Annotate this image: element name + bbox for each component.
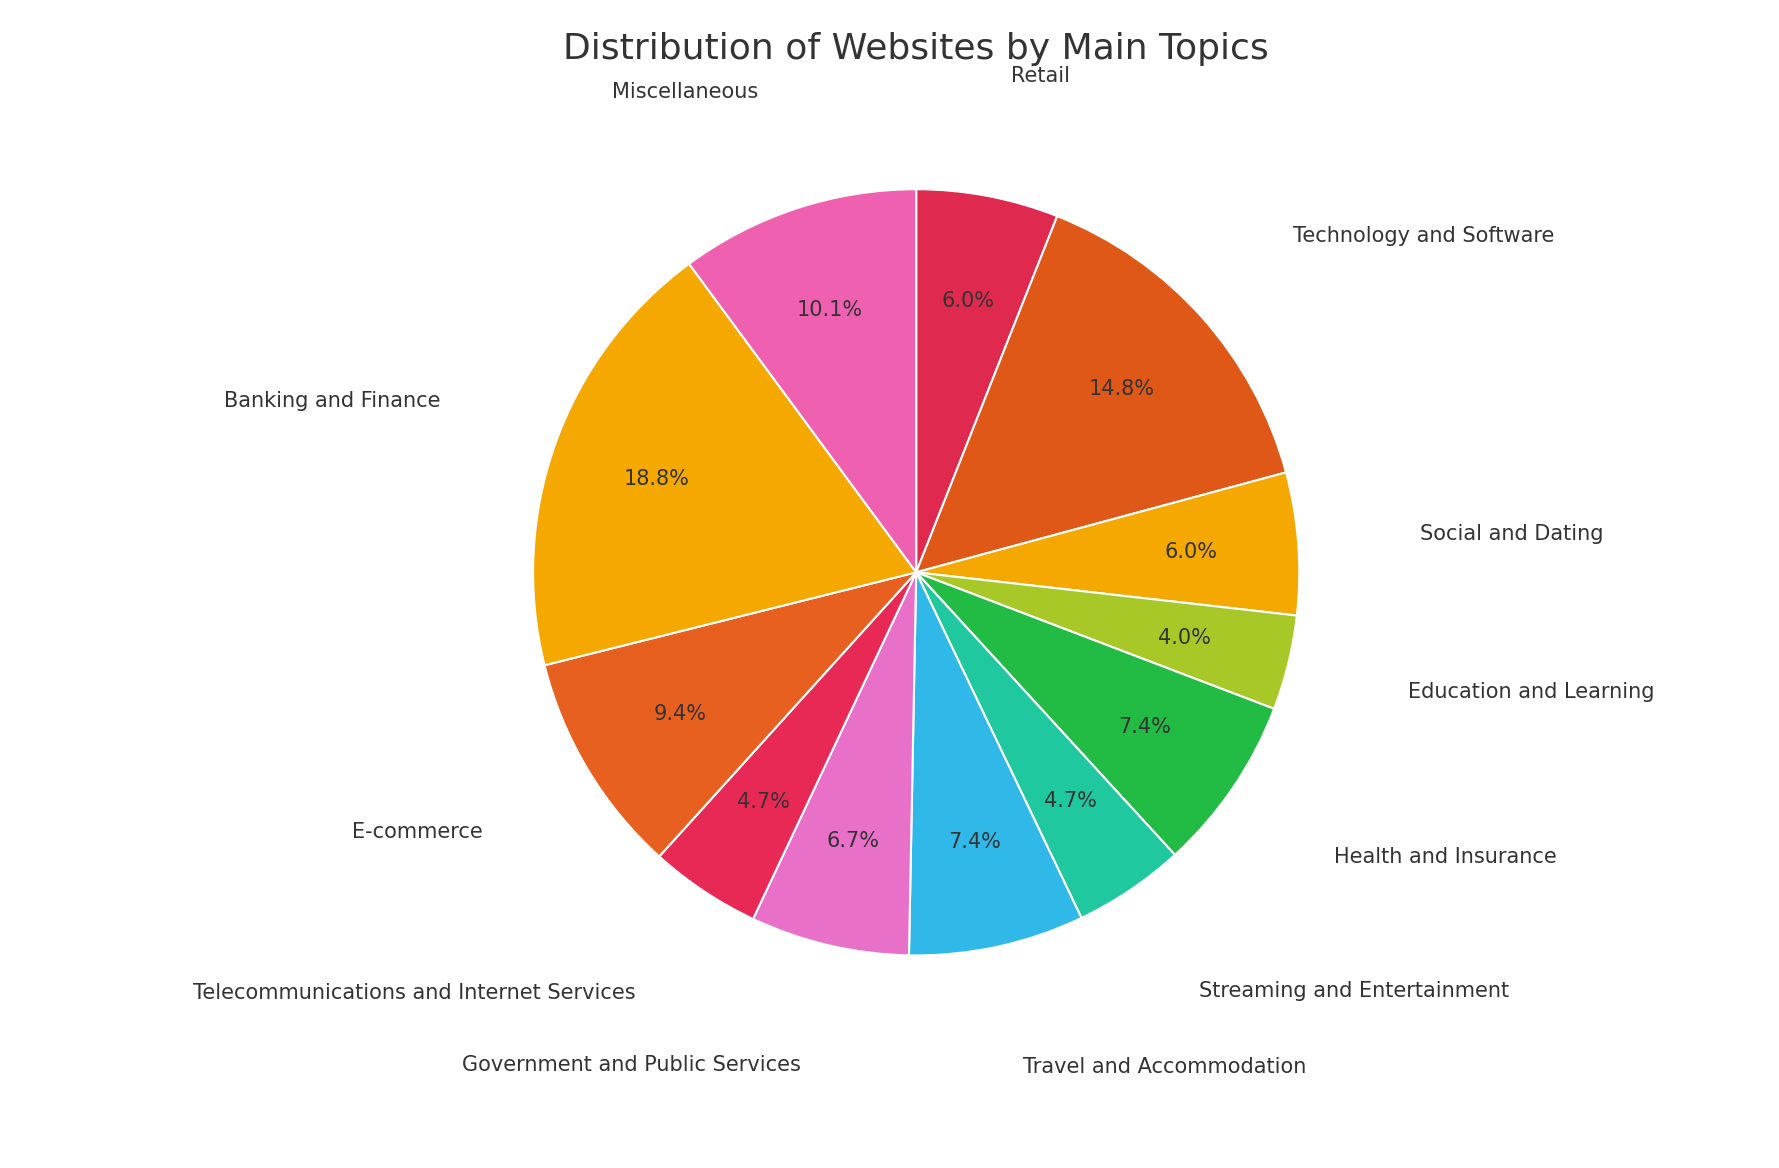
Text: 7.4%: 7.4%: [1117, 717, 1171, 737]
Wedge shape: [916, 572, 1174, 918]
Wedge shape: [688, 189, 916, 572]
Text: Streaming and Entertainment: Streaming and Entertainment: [1199, 981, 1509, 1001]
Wedge shape: [544, 572, 916, 856]
Text: E-commerce: E-commerce: [352, 822, 482, 842]
Text: 4.7%: 4.7%: [1044, 791, 1098, 811]
Title: Distribution of Websites by Main Topics: Distribution of Websites by Main Topics: [564, 32, 1268, 65]
Text: Retail: Retail: [1010, 65, 1069, 85]
Wedge shape: [916, 189, 1057, 572]
Wedge shape: [909, 572, 1082, 955]
Text: 18.8%: 18.8%: [624, 468, 690, 489]
Text: Telecommunications and Internet Services: Telecommunications and Internet Services: [194, 983, 635, 1003]
Text: Education and Learning: Education and Learning: [1407, 682, 1654, 702]
Text: Banking and Finance: Banking and Finance: [224, 391, 441, 411]
Text: Health and Insurance: Health and Insurance: [1334, 847, 1557, 867]
Text: Government and Public Services: Government and Public Services: [463, 1055, 801, 1075]
Wedge shape: [753, 572, 916, 955]
Text: 9.4%: 9.4%: [653, 704, 706, 724]
Text: 4.0%: 4.0%: [1158, 627, 1211, 647]
Wedge shape: [916, 572, 1274, 855]
Text: 7.4%: 7.4%: [948, 832, 1002, 851]
Wedge shape: [916, 472, 1299, 616]
Text: 6.7%: 6.7%: [827, 830, 881, 851]
Text: 10.1%: 10.1%: [797, 300, 863, 320]
Wedge shape: [916, 572, 1297, 709]
Text: Miscellaneous: Miscellaneous: [612, 82, 758, 102]
Wedge shape: [660, 572, 916, 919]
Text: 6.0%: 6.0%: [941, 291, 994, 312]
Text: 14.8%: 14.8%: [1089, 378, 1155, 398]
Text: 4.7%: 4.7%: [737, 792, 790, 812]
Text: Technology and Software: Technology and Software: [1293, 225, 1555, 245]
Wedge shape: [534, 264, 916, 666]
Text: Travel and Accommodation: Travel and Accommodation: [1023, 1057, 1308, 1077]
Text: 6.0%: 6.0%: [1165, 542, 1219, 562]
Text: Social and Dating: Social and Dating: [1420, 524, 1605, 544]
Wedge shape: [916, 216, 1286, 572]
